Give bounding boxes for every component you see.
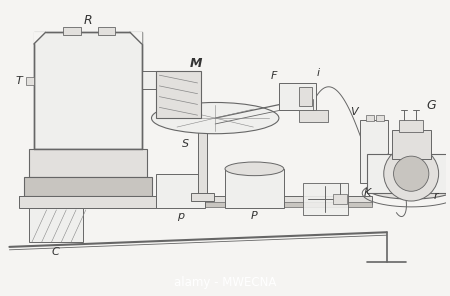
Bar — [198, 120, 207, 200]
Bar — [24, 177, 152, 196]
Text: T: T — [15, 76, 22, 86]
Bar — [34, 32, 142, 149]
Text: R: R — [84, 14, 92, 27]
Text: M: M — [189, 57, 202, 70]
Bar — [29, 149, 147, 177]
Text: r: r — [433, 191, 438, 201]
Bar — [142, 71, 186, 89]
Ellipse shape — [367, 178, 450, 199]
Bar — [333, 194, 346, 204]
Text: F: F — [271, 71, 277, 81]
Circle shape — [384, 147, 439, 201]
Bar — [360, 120, 388, 184]
Bar — [366, 115, 374, 121]
Bar — [367, 154, 450, 193]
Circle shape — [394, 156, 429, 191]
Bar — [19, 196, 372, 204]
Bar — [400, 120, 423, 132]
Bar — [157, 174, 205, 208]
Bar — [279, 83, 316, 110]
Bar — [225, 169, 284, 208]
Bar — [298, 87, 312, 106]
Ellipse shape — [225, 162, 284, 176]
Bar — [303, 184, 347, 215]
Bar — [63, 27, 81, 35]
Text: S: S — [182, 139, 189, 149]
Bar — [376, 115, 384, 121]
Text: P: P — [251, 211, 258, 221]
Text: V: V — [350, 107, 357, 117]
Bar — [392, 130, 431, 159]
Bar — [298, 110, 328, 122]
Bar — [191, 193, 214, 201]
Bar — [98, 27, 115, 35]
Bar — [19, 196, 157, 208]
Bar — [157, 71, 201, 118]
Text: K: K — [364, 188, 371, 198]
Bar — [19, 202, 372, 207]
Text: p: p — [177, 211, 184, 221]
Polygon shape — [34, 32, 45, 44]
Text: C: C — [52, 247, 59, 257]
Polygon shape — [130, 32, 142, 44]
Ellipse shape — [152, 102, 279, 134]
Text: G: G — [426, 99, 436, 112]
Text: i: i — [316, 68, 319, 78]
Text: alamy - MWECNA: alamy - MWECNA — [174, 276, 276, 289]
Bar — [26, 77, 34, 85]
Bar — [29, 208, 83, 242]
